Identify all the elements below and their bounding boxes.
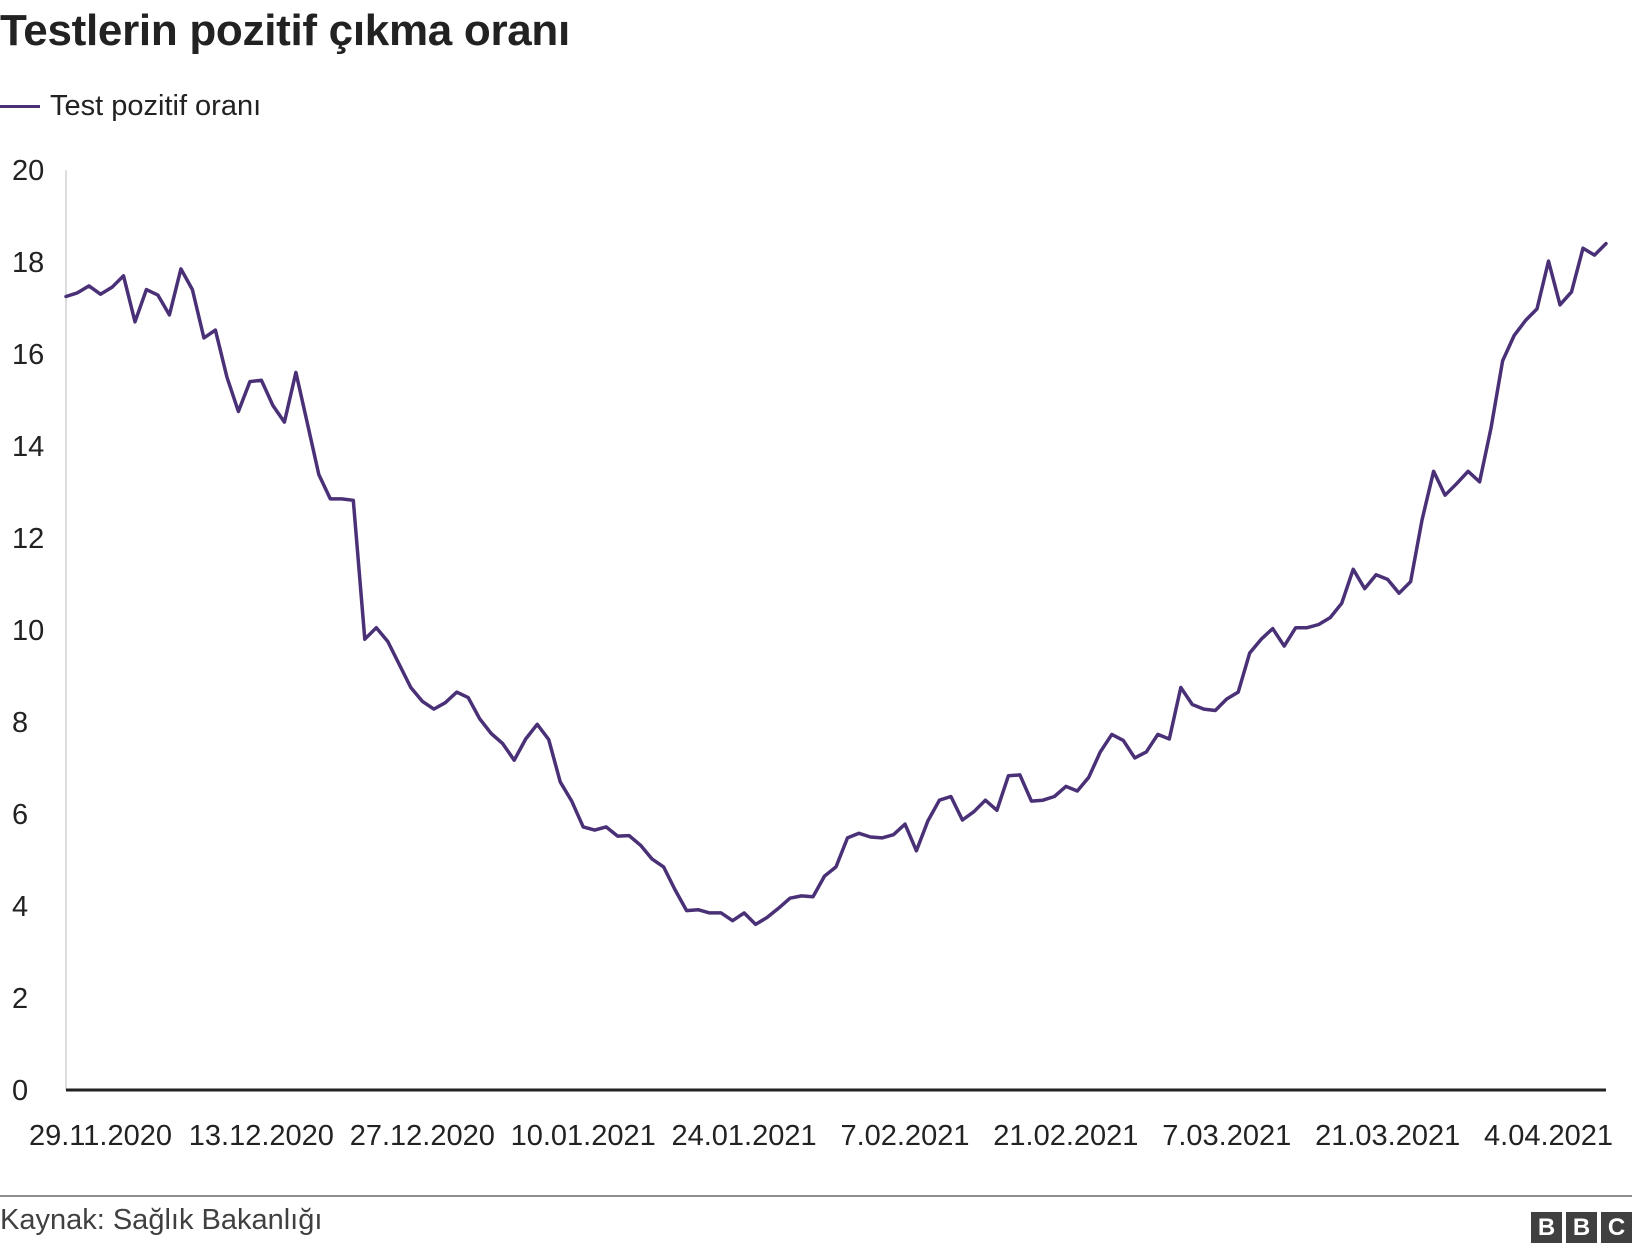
x-tick-label: 27.12.2020 [350,1120,495,1152]
x-tick-label: 13.12.2020 [189,1120,334,1152]
x-axis: 29.11.2020 13.12.2020 27.12.2020 10.01.2021… [29,1088,1613,1152]
y-tick-label: 14 [12,431,44,463]
x-tick-label: 21.02.2021 [993,1120,1138,1152]
y-tick-label: 12 [12,523,44,555]
y-tick-label: 20 [12,155,44,187]
x-tick-label: 4.04.2021 [1484,1120,1613,1152]
bbc-logo: B B C [1531,1212,1632,1243]
logo-letter: B [1531,1212,1562,1243]
footer-divider [0,1195,1632,1197]
y-tick-label: 0 [12,1075,28,1107]
logo-letter: B [1566,1212,1597,1243]
x-tick-label: 7.02.2021 [840,1120,969,1152]
logo-letter: C [1601,1212,1632,1243]
y-axis: 0 2 4 6 8 10 12 14 16 18 20 [12,155,67,1107]
y-tick-label: 8 [12,707,28,739]
source-note: Kaynak: Sağlık Bakanlığı [0,1204,323,1236]
x-tick-label: 29.11.2020 [29,1120,172,1152]
legend-swatch [0,104,40,108]
legend: Test pozitif oranı [0,88,261,124]
y-tick-label: 4 [12,891,28,923]
x-tick-label: 21.03.2021 [1315,1120,1460,1152]
y-tick-label: 18 [12,247,44,279]
x-tick-label: 10.01.2021 [511,1120,656,1152]
y-tick-label: 6 [12,799,28,831]
legend-label: Test pozitif oranı [50,89,262,122]
line-chart: 0 2 4 6 8 10 12 14 16 18 20 29.11.2020 13.12.2020 27… [12,155,1613,1152]
x-tick-label: 24.01.2021 [671,1120,816,1152]
series-line [64,241,1608,927]
series-group [64,241,1608,927]
x-tick-label: 7.03.2021 [1162,1120,1291,1152]
y-tick-label: 16 [12,339,44,371]
chart-title: Testlerin pozitif çıkma oranı [0,6,570,55]
y-tick-label: 2 [12,983,28,1015]
y-tick-label: 10 [12,615,44,647]
